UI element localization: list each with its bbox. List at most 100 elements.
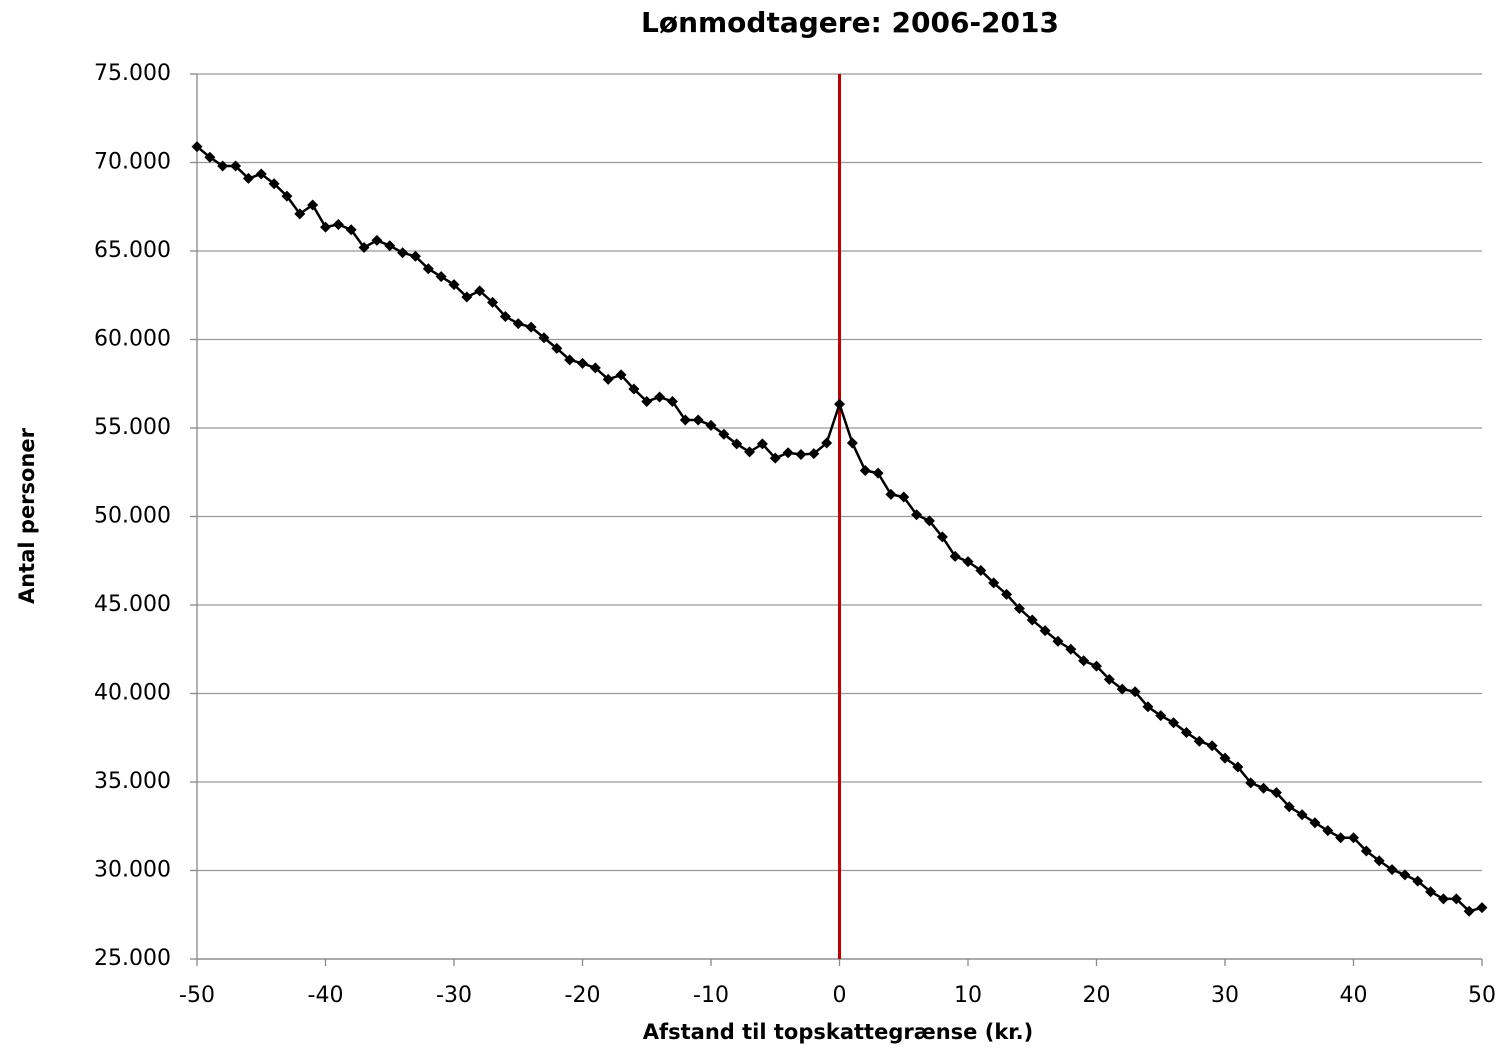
data-point: [872, 467, 884, 479]
data-point: [718, 428, 730, 440]
data-point: [1437, 893, 1449, 905]
data-point: [821, 437, 833, 449]
data-point: [1039, 625, 1051, 637]
data-point: [1129, 686, 1141, 698]
data-point: [204, 151, 216, 163]
data-point: [332, 218, 344, 230]
data-point: [1168, 717, 1180, 729]
y-tick-label: 50.000: [94, 504, 171, 529]
data-point: [808, 448, 820, 460]
y-tick-label: 60.000: [94, 327, 171, 352]
data-point: [1283, 801, 1295, 813]
x-axis-title: Afstand til topskattegrænse (kr.): [643, 1020, 1034, 1044]
x-tick-label: -10: [693, 983, 729, 1008]
data-point: [962, 556, 974, 568]
data-point: [1412, 875, 1424, 887]
data-point: [923, 515, 935, 527]
data-point: [692, 414, 704, 426]
data-point: [1232, 761, 1244, 773]
data-point: [564, 354, 576, 366]
y-axis-title: Antal personer: [15, 427, 39, 604]
data-point: [1450, 893, 1462, 905]
data-point: [294, 208, 306, 220]
data-point: [551, 342, 563, 354]
data-point: [666, 395, 678, 407]
data-point: [885, 488, 897, 500]
data-point: [898, 491, 910, 503]
data-point: [769, 452, 781, 464]
data-point: [1219, 752, 1231, 764]
data-point: [1360, 845, 1372, 857]
data-point: [1052, 635, 1064, 647]
data-point: [1026, 614, 1038, 626]
data-point: [384, 240, 396, 252]
data-point: [255, 168, 267, 180]
data-point: [474, 285, 486, 297]
data-point: [461, 291, 473, 303]
data-point: [397, 247, 409, 259]
y-tick-label: 30.000: [94, 858, 171, 883]
data-point: [1270, 787, 1282, 799]
x-tick-label: 10: [954, 983, 982, 1008]
data-point: [756, 438, 768, 450]
data-point: [487, 296, 499, 308]
data-point: [1463, 905, 1475, 917]
data-point: [448, 279, 460, 291]
data-point: [217, 160, 229, 172]
x-tick-label: -30: [436, 983, 472, 1008]
data-point: [538, 332, 550, 344]
data-point: [577, 357, 588, 369]
data-point: [307, 199, 319, 211]
data-point: [1348, 832, 1359, 844]
data-point: [1206, 740, 1218, 752]
data-point: [795, 449, 807, 461]
x-tick-label: 40: [1340, 983, 1368, 1008]
data-point: [1103, 673, 1115, 685]
data-point: [1476, 902, 1488, 914]
y-tick-label: 70.000: [94, 150, 171, 175]
data-point: [1373, 855, 1385, 867]
data-point: [1425, 886, 1437, 898]
y-tick-label: 35.000: [94, 769, 171, 794]
chart-title: Lønmodtagere: 2006-2013: [641, 6, 1059, 39]
data-point: [268, 178, 280, 190]
data-point: [1180, 726, 1192, 738]
y-tick-label: 55.000: [94, 415, 171, 440]
data-point: [1091, 660, 1102, 672]
y-tick-label: 75.000: [94, 61, 171, 86]
x-tick-label: 50: [1468, 983, 1496, 1008]
data-point: [512, 318, 524, 330]
data-point: [1155, 710, 1167, 722]
y-tick-label: 65.000: [94, 238, 171, 263]
data-point: [744, 446, 756, 458]
x-tick-label: -50: [179, 983, 215, 1008]
data-point: [435, 271, 447, 283]
data-point: [1065, 643, 1077, 655]
data-point: [499, 310, 511, 322]
data-point: [345, 224, 357, 236]
data-point: [242, 172, 254, 184]
y-tick-label: 40.000: [94, 681, 171, 706]
x-tick-label: -40: [308, 983, 344, 1008]
data-point: [281, 190, 293, 202]
data-point: [679, 414, 691, 426]
data-point: [859, 464, 871, 476]
data-point: [1078, 655, 1090, 667]
x-tick-label: -20: [565, 983, 601, 1008]
data-point: [1013, 603, 1025, 615]
data-point: [1335, 832, 1347, 844]
data-point: [602, 373, 614, 385]
data-point: [525, 321, 537, 333]
data-point: [1386, 864, 1398, 876]
x-tick-label: 0: [833, 983, 847, 1008]
data-point: [988, 577, 1000, 589]
data-point: [1296, 809, 1308, 821]
data-point: [731, 438, 743, 450]
data-point: [911, 509, 923, 521]
data-point: [1142, 701, 1154, 713]
data-point: [1322, 825, 1334, 837]
x-tick-label: 20: [1083, 983, 1111, 1008]
data-point: [834, 398, 845, 410]
data-point: [1193, 735, 1205, 747]
